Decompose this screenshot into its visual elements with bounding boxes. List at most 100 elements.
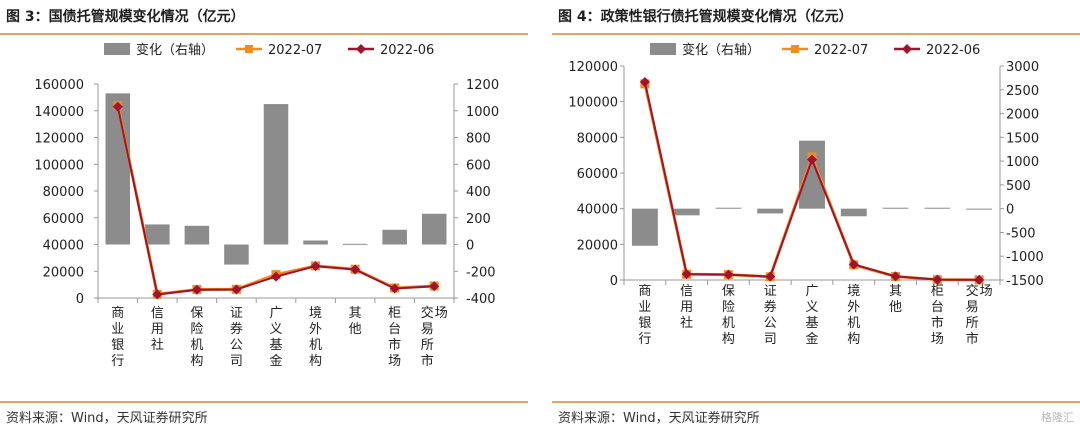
point-2022-06: [848, 259, 859, 270]
point-2022-06: [932, 274, 943, 285]
category-label: 保险机构: [190, 306, 203, 369]
bar-change: [715, 207, 742, 209]
point-2022-06: [350, 264, 361, 275]
bar-change: [882, 207, 909, 209]
point-2022-06: [723, 269, 734, 280]
point-2022-06: [765, 271, 776, 282]
legend-label: 2022-07: [268, 43, 322, 58]
bar-change: [924, 207, 951, 209]
legend-marker-diamond: [356, 44, 366, 54]
right-tick-label: 3000: [1006, 60, 1039, 75]
bar-change: [184, 225, 210, 245]
category-label: 其他: [349, 306, 362, 337]
left-tick-label: 120000: [568, 60, 618, 75]
category-label: 证券公司: [230, 306, 243, 369]
chart-legend: 变化（右轴） 2022-07 2022-06: [104, 42, 434, 58]
left-tick-label: 80000: [43, 185, 84, 200]
point-2022-06: [310, 261, 321, 272]
left-tick-label: 0: [610, 274, 618, 289]
legend-marker-square: [245, 45, 253, 53]
category-label: 商业银行: [111, 306, 124, 369]
category-label: 其他: [889, 284, 902, 315]
figure-4-source: 资料来源：Wind，天风证券研究所: [558, 411, 760, 426]
legend-label: 2022-06: [926, 43, 980, 58]
bar-change: [263, 104, 289, 245]
figure-4-top-rule: [552, 33, 1080, 35]
point-2022-06: [231, 284, 242, 295]
category-label: 广义基金: [269, 306, 282, 369]
left-tick-label: 40000: [577, 203, 618, 218]
bar-change: [145, 224, 170, 245]
left-tick-label: 20000: [577, 238, 618, 253]
category-label: 证券公司: [764, 284, 777, 347]
right-tick-label: 2000: [1006, 108, 1039, 123]
right-tick-label: -200: [466, 265, 496, 280]
left-tick-label: 100000: [34, 158, 84, 173]
left-tick-label: 160000: [34, 78, 84, 93]
left-tick-label: 40000: [43, 239, 84, 254]
legend-label: 2022-07: [814, 43, 868, 58]
figure-4-title: 图 4：政策性银行债托管规模变化情况（亿元）: [558, 9, 853, 25]
right-tick-label: -1000: [1006, 250, 1044, 265]
right-tick-label: 1000: [1006, 155, 1039, 170]
category-label: 柜台市场: [931, 284, 944, 347]
point-2022-06: [681, 269, 692, 280]
bar-change: [342, 243, 368, 245]
point-2022-06: [807, 154, 817, 165]
watermark-logo: 格隆汇: [1041, 411, 1074, 424]
left-tick-label: 140000: [34, 105, 84, 120]
right-tick-label: 1500: [1006, 131, 1039, 146]
bar-change: [421, 213, 447, 245]
right-tick-label: 500: [1006, 179, 1031, 194]
bar-change: [382, 229, 407, 245]
right-tick-label: -500: [1006, 226, 1036, 241]
category-label: 信用社: [151, 306, 164, 353]
right-tick-label: 0: [466, 239, 474, 254]
bar-change: [303, 240, 328, 245]
figure-3-panel: 图 3：国债托管规模变化情况（亿元） 变化（右轴） 2022-07 2022-06 0…: [0, 0, 528, 431]
bar-change: [966, 208, 993, 210]
figure-4-bottom-rule: [552, 401, 1080, 403]
point-2022-06: [112, 101, 123, 112]
right-tick-label: 0: [1006, 203, 1014, 218]
right-tick-label: -1500: [1006, 274, 1044, 289]
left-tick-label: 0: [76, 292, 84, 307]
figure-4-chart: 变化（右轴） 2022-07 2022-0602000040000600008000…: [568, 42, 1044, 347]
left-tick-label: 60000: [43, 212, 84, 227]
bar-change: [757, 208, 784, 214]
category-label: 境外机构: [309, 306, 322, 369]
category-label: 柜台市场: [388, 306, 401, 369]
figure-3-top-rule: [0, 33, 528, 35]
bar-change: [224, 244, 249, 265]
category-label: 保险机构: [722, 284, 735, 347]
right-tick-label: 800: [466, 132, 491, 147]
category-label: 交易所市: [966, 283, 979, 347]
legend-label: 变化（右轴）: [136, 42, 214, 58]
bar-change: [631, 208, 658, 246]
point-2022-06: [974, 274, 985, 285]
legend-swatch-bar: [104, 43, 130, 55]
point-2022-06: [890, 271, 901, 282]
legend-marker-diamond: [902, 44, 912, 54]
right-tick-label: 1000: [466, 105, 499, 120]
right-tick-label: 2500: [1006, 84, 1039, 99]
legend-label: 2022-06: [380, 43, 434, 58]
point-2022-06: [191, 284, 202, 295]
legend-label: 变化（右轴）: [682, 42, 760, 58]
left-tick-label: 120000: [34, 132, 84, 147]
left-tick-label: 60000: [577, 167, 618, 182]
figure-3-chart: 变化（右轴） 2022-07 2022-0602000040000600008000…: [34, 42, 499, 369]
right-tick-label: 600: [466, 158, 491, 173]
figure-3-source: 资料来源：Wind，天风证券研究所: [6, 411, 208, 426]
right-tick-label: 400: [466, 185, 491, 200]
right-tick-label: 1200: [466, 78, 499, 93]
category-label: 场: [980, 284, 993, 299]
category-label: 交易所市: [421, 305, 434, 369]
figure-4-panel: 图 4：政策性银行债托管规模变化情况（亿元） 变化（右轴） 2022-07 2022…: [552, 0, 1080, 431]
right-tick-label: -400: [466, 292, 496, 307]
left-tick-label: 80000: [577, 131, 618, 146]
chart-legend: 变化（右轴） 2022-07 2022-06: [650, 42, 980, 58]
figure-3-bottom-rule: [0, 401, 528, 403]
point-2022-06: [389, 283, 400, 294]
legend-swatch-bar: [650, 43, 676, 55]
